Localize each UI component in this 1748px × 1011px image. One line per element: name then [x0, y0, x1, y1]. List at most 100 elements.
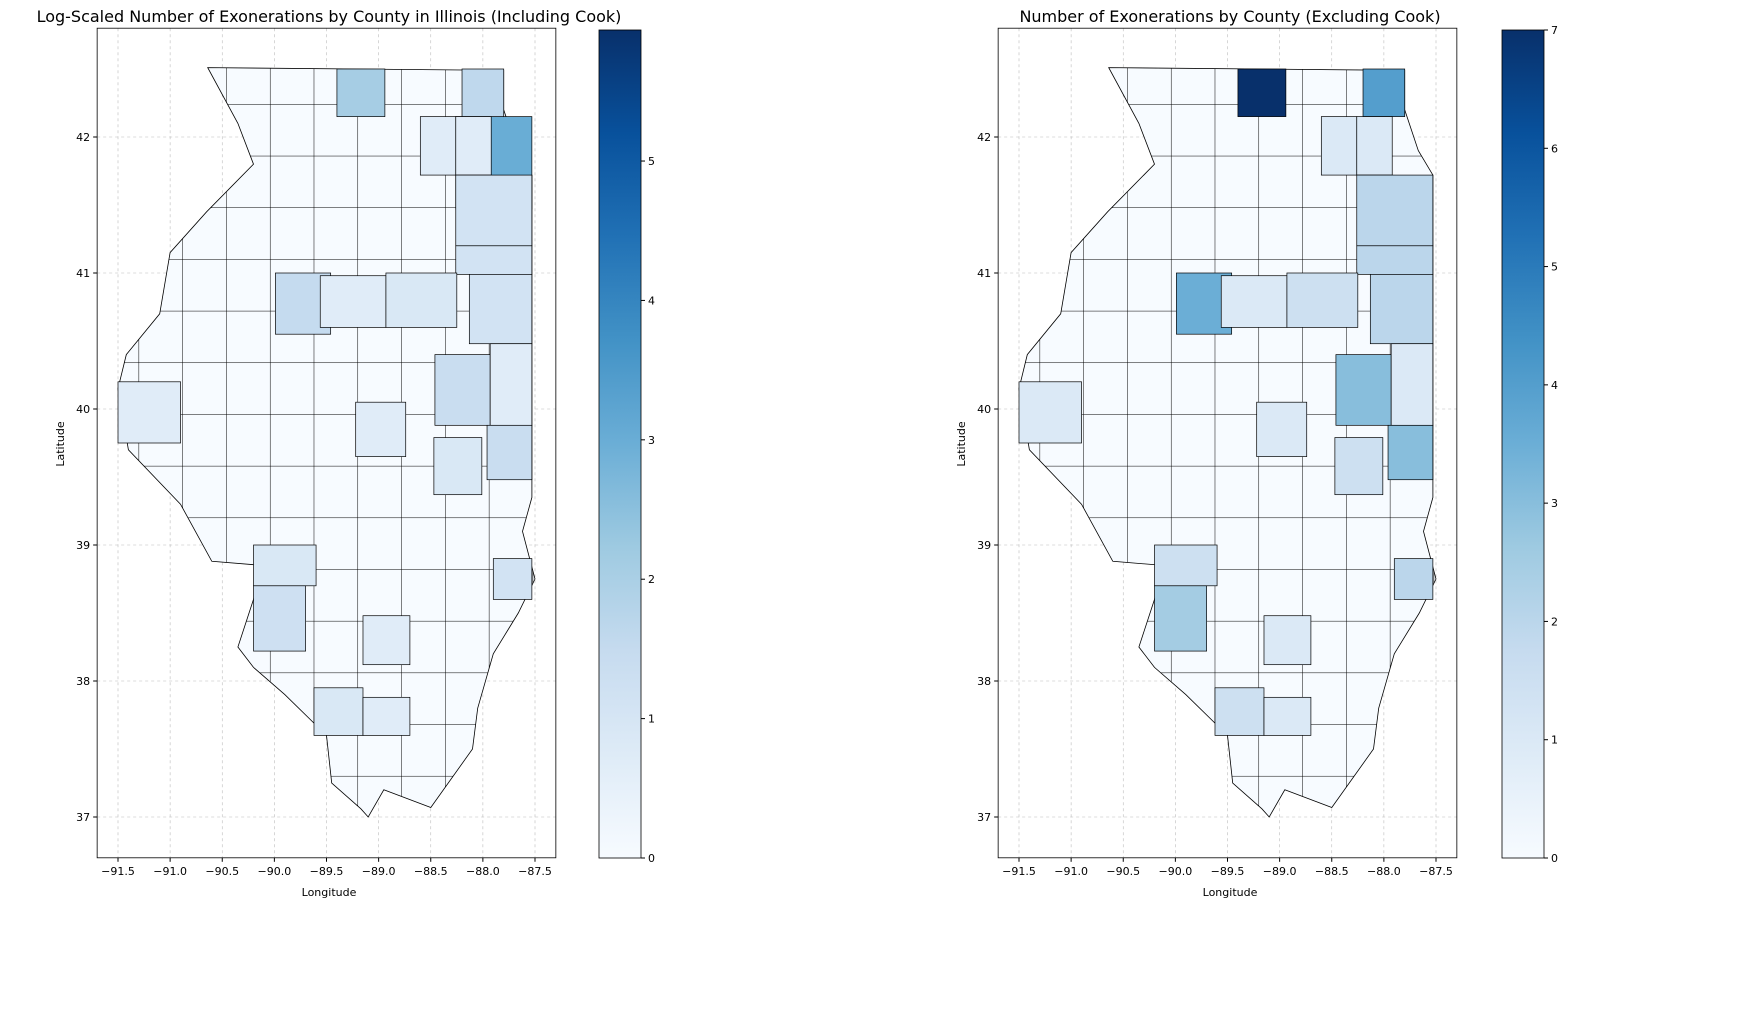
- left-map-panel: Log-Scaled Number of Exonerations by Cou…: [37, 7, 655, 899]
- x-tick-label: −91.5: [1002, 865, 1036, 878]
- x-tick-label: −89.5: [310, 865, 344, 878]
- county-madison: Madison: 0.9: [253, 544, 317, 587]
- county-adams: Adams: 0.69: [117, 381, 181, 444]
- x-tick-label: −88.0: [466, 865, 500, 878]
- y-tick-label: 39: [977, 539, 991, 552]
- county-jefferson: Jefferson: 1: [1263, 615, 1312, 666]
- colorbar-tick-label: 2: [648, 573, 655, 586]
- county-winnebago: Winnebago: 7: [1237, 68, 1287, 117]
- county-woodford: Woodford: 0.69: [319, 275, 387, 328]
- x-tick-label: −87.5: [1419, 865, 1453, 878]
- county-lawrence: Lawrence: 2: [1393, 558, 1434, 600]
- colorbar-tick-label: 5: [648, 155, 655, 168]
- y-tick-label: 38: [977, 675, 991, 688]
- county-will: Will: 1.1: [455, 174, 533, 247]
- county-jefferson: Jefferson: 0.69: [362, 615, 411, 666]
- colorbar-tick-label: 2: [1551, 615, 1558, 628]
- y-tick-label: 37: [977, 811, 991, 824]
- county-winnebago: Winnebago: 2.08: [336, 68, 386, 117]
- county-vermilion: Vermilion: 0.69: [489, 343, 533, 426]
- right-map-panel: Number of Exonerations by County (Exclud…: [955, 7, 1558, 899]
- county-edgar: Edgar: 3: [1387, 424, 1434, 481]
- axes-frame: [997, 27, 1458, 859]
- illinois-state-outline: [1018, 67, 1437, 818]
- y-tick-label: 39: [76, 539, 90, 552]
- colorbar-tick-label: 0: [1551, 852, 1558, 865]
- colorbar-tick-label: 5: [1551, 261, 1558, 274]
- county-will: Will: 2: [1356, 174, 1434, 247]
- county-champaign: Champaign: 1.39: [434, 354, 491, 426]
- x-tick-label: −91.0: [1054, 865, 1088, 878]
- county-williamson: Williamson: 0.69: [362, 696, 411, 736]
- right-y-axis-label: Latitude: [955, 421, 968, 467]
- county-lawrence: Lawrence: 1.1: [492, 558, 533, 600]
- colorbar-tick-label: 4: [1551, 379, 1558, 392]
- x-tick-label: −90.0: [258, 865, 292, 878]
- county-mclean: McLean: 0.9: [385, 272, 458, 328]
- colorbar: [1501, 29, 1545, 859]
- county-dupage: DuPage: 1: [1356, 116, 1393, 176]
- colorbar-tick-label: 1: [648, 713, 655, 726]
- county-madison: Madison: 1.5: [1154, 544, 1218, 587]
- county-st-clair: St. Clair: 1.25: [253, 585, 306, 652]
- left-x-axis-label: Longitude: [302, 886, 357, 899]
- left-y-axis-label: Latitude: [54, 421, 67, 467]
- county-adams: Adams: 1: [1018, 381, 1082, 444]
- x-tick-label: −90.0: [1159, 865, 1193, 878]
- x-tick-label: −90.5: [205, 865, 239, 878]
- colorbar-tick-label: 0: [648, 852, 655, 865]
- x-tick-label: −91.5: [101, 865, 135, 878]
- right-map-title: Number of Exonerations by County (Exclud…: [1019, 7, 1440, 26]
- colorbar-tick-label: 3: [648, 434, 655, 447]
- county-lake: Lake: 1.61: [461, 68, 505, 117]
- x-tick-label: −89.0: [362, 865, 396, 878]
- county-kane: Kane: 0.69: [419, 116, 457, 176]
- colorbar-tick-label: 4: [648, 294, 655, 307]
- colorbar-tick-label: 1: [1551, 734, 1558, 747]
- county-vermilion: Vermilion: 1: [1390, 343, 1434, 426]
- illinois-state-outline: [117, 67, 536, 818]
- x-tick-label: −91.0: [153, 865, 187, 878]
- county-lake: Lake: 4: [1362, 68, 1406, 117]
- axes-frame: [96, 27, 557, 859]
- county-mclean: McLean: 1.5: [1286, 272, 1359, 328]
- colorbar-tick-label: 6: [1551, 142, 1558, 155]
- county-kankakee: Kankakee: 1.1: [455, 245, 533, 275]
- y-tick-label: 42: [977, 131, 991, 144]
- county-champaign: Champaign: 3: [1335, 354, 1392, 426]
- county-kankakee: Kankakee: 2: [1356, 245, 1434, 275]
- colorbar-tick-label: 3: [1551, 497, 1558, 510]
- county-kane: Kane: 1: [1320, 116, 1358, 176]
- y-tick-label: 42: [76, 131, 90, 144]
- y-tick-label: 41: [977, 267, 991, 280]
- y-tick-label: 37: [76, 811, 90, 824]
- county-woodford: Woodford: 1: [1220, 275, 1288, 328]
- x-tick-label: −89.0: [1263, 865, 1297, 878]
- county-williamson: Williamson: 1: [1263, 696, 1312, 736]
- x-tick-label: −87.5: [518, 865, 552, 878]
- y-tick-label: 40: [76, 403, 90, 416]
- y-tick-label: 38: [76, 675, 90, 688]
- county-st-clair: St. Clair: 2.5: [1154, 585, 1208, 652]
- county-jackson: Jackson: 0.9: [313, 687, 364, 736]
- county-coles: Coles: 1.5: [1334, 437, 1384, 496]
- county-edgar: Edgar: 1.39: [486, 424, 533, 481]
- x-tick-label: −88.5: [1315, 865, 1349, 878]
- y-tick-label: 40: [977, 403, 991, 416]
- colorbar-tick-label: 7: [1551, 24, 1558, 37]
- x-tick-label: −90.5: [1106, 865, 1140, 878]
- right-x-axis-label: Longitude: [1203, 886, 1258, 899]
- y-tick-label: 41: [76, 267, 90, 280]
- colorbar: [598, 29, 642, 859]
- x-tick-label: −88.5: [414, 865, 448, 878]
- x-tick-label: −88.0: [1367, 865, 1401, 878]
- county-macon: Macon: 1: [1256, 401, 1308, 457]
- left-map-title: Log-Scaled Number of Exonerations by Cou…: [37, 7, 622, 26]
- county-dupage: DuPage: 0.69: [455, 116, 492, 176]
- x-tick-label: −89.5: [1211, 865, 1245, 878]
- county-iroquois: Iroquois: 1.1: [468, 274, 533, 345]
- county-coles: Coles: 0.9: [433, 437, 483, 496]
- county-iroquois: Iroquois: 2: [1369, 274, 1434, 345]
